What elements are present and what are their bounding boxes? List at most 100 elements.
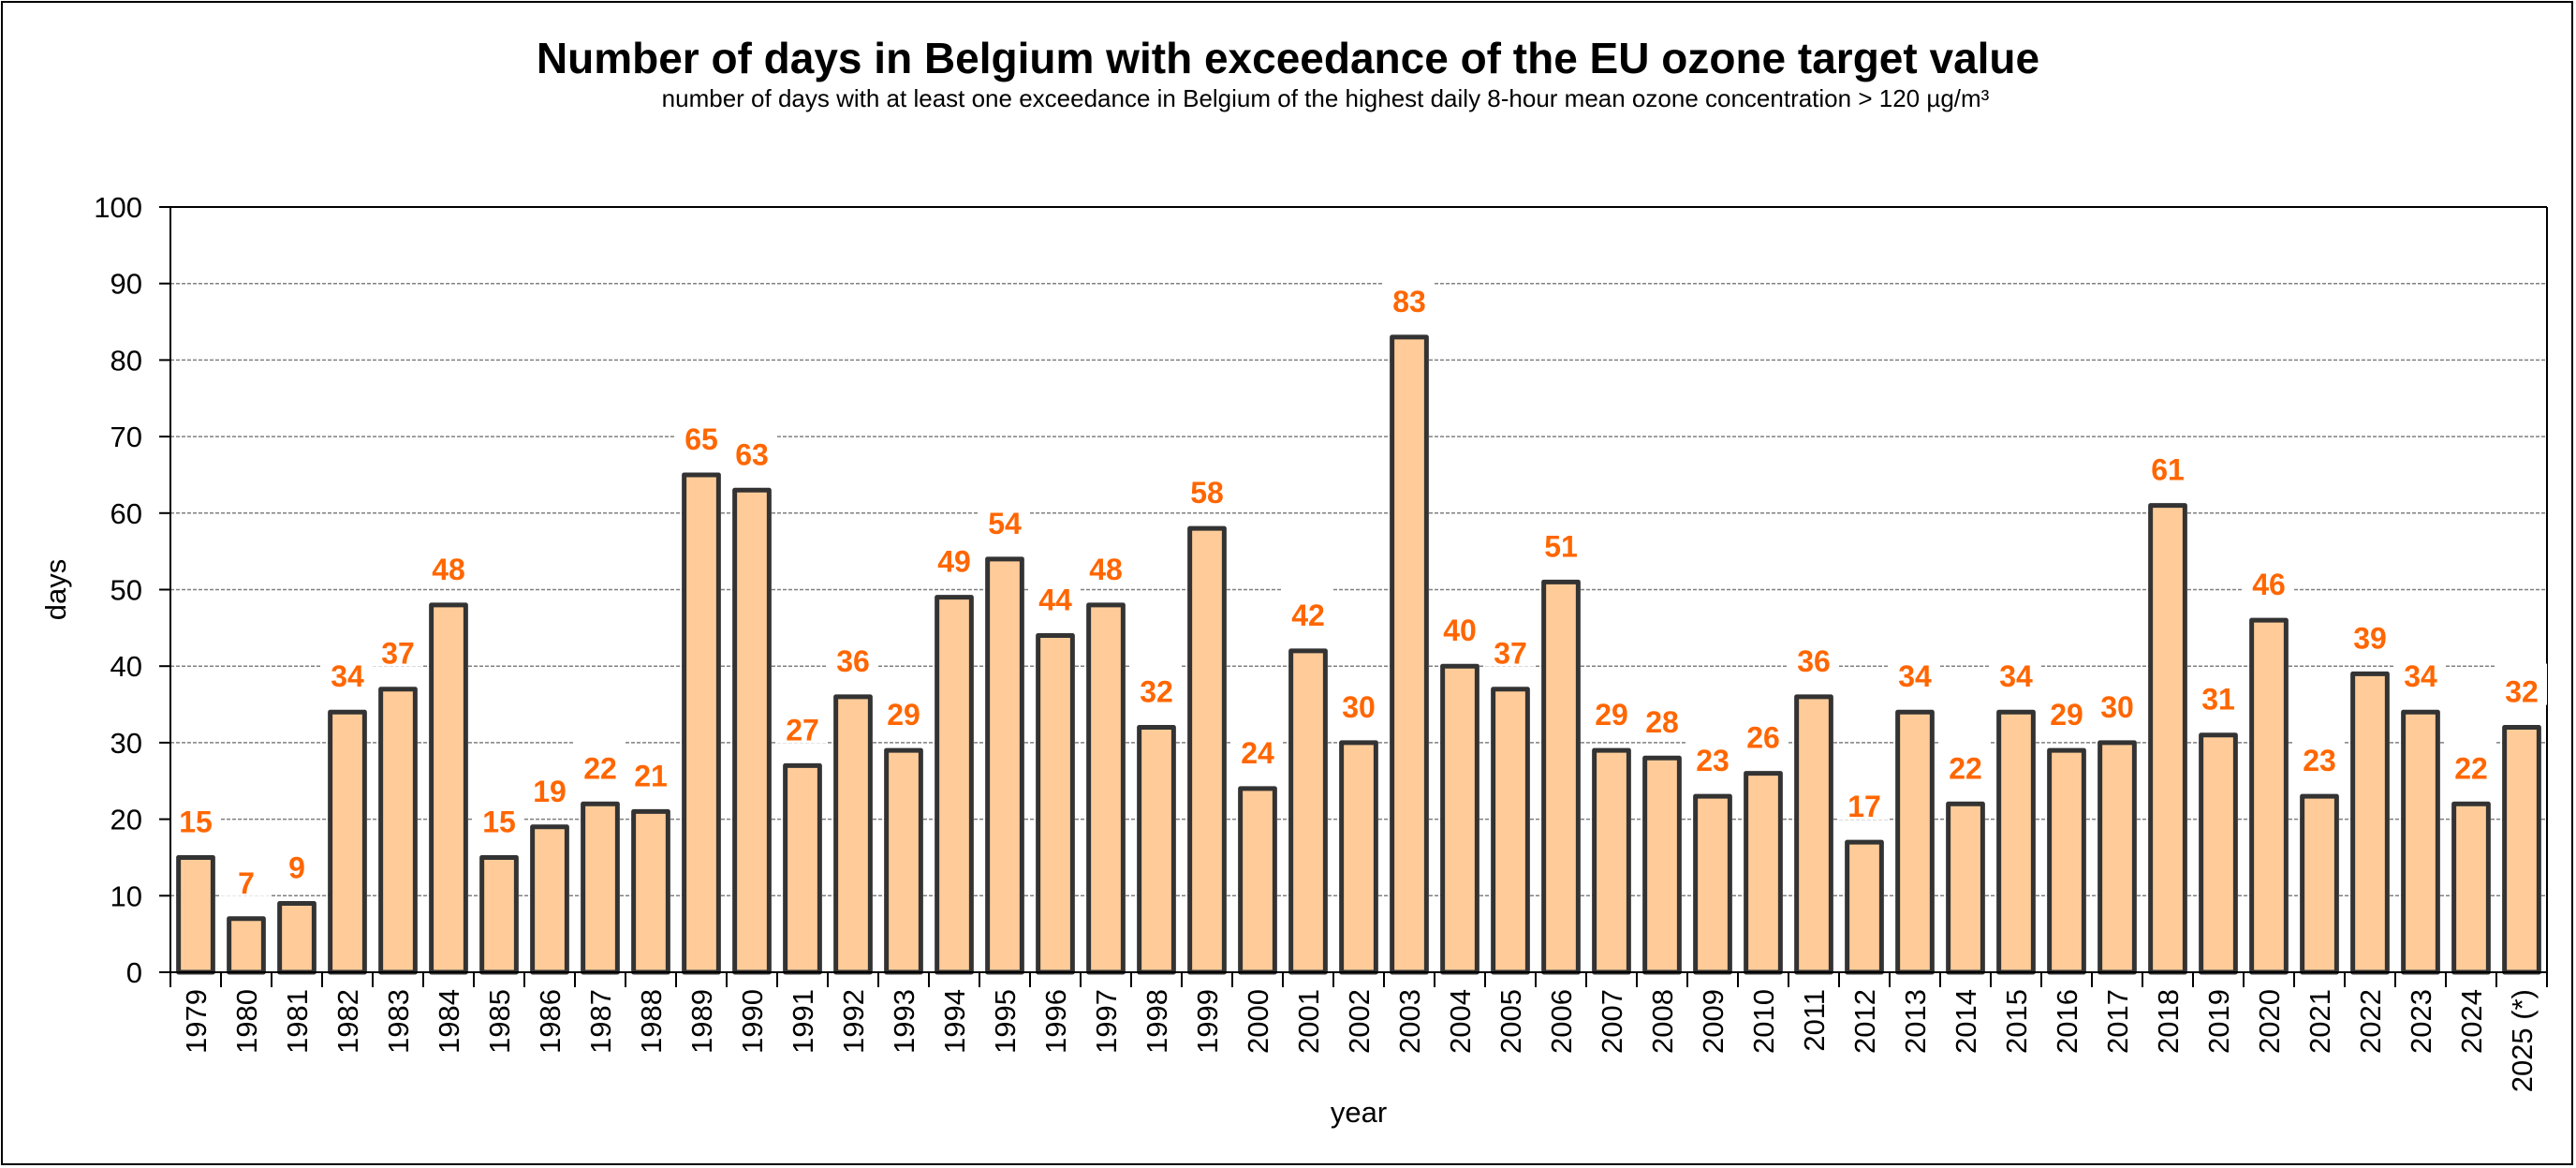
y-tick-label: 20	[110, 804, 142, 836]
bar	[176, 854, 215, 975]
data-label-background	[1435, 602, 1485, 644]
x-tick-label: 2025 (*)	[2506, 989, 2539, 1092]
data-label: 54	[988, 507, 1022, 540]
x-tick-label: 2007	[1596, 989, 1628, 1054]
data-label: 15	[482, 805, 516, 838]
bar	[1137, 725, 1176, 975]
data-label-background	[170, 793, 221, 835]
data-label-background	[929, 533, 979, 575]
bar	[985, 556, 1024, 975]
bar	[1996, 709, 2036, 975]
x-tick-label: 2019	[2202, 989, 2235, 1054]
data-label-background	[1030, 571, 1081, 614]
x-tick-label: 1990	[736, 989, 769, 1054]
data-label: 83	[1392, 285, 1426, 318]
bar	[1288, 648, 1328, 975]
x-tick-label: 2015	[2000, 989, 2033, 1054]
x-tick-label: 1987	[584, 989, 617, 1054]
bar	[2148, 503, 2187, 975]
x-tick-label: 2024	[2455, 989, 2488, 1054]
y-tick-label: 10	[110, 880, 142, 912]
x-tick-label: 2022	[2354, 989, 2387, 1054]
bar	[328, 709, 367, 975]
x-tick-label: 2008	[1646, 989, 1679, 1054]
bar	[1895, 709, 1935, 975]
data-label: 51	[1544, 529, 1578, 563]
data-label-background	[979, 495, 1030, 537]
data-label-background	[1738, 709, 1788, 751]
data-label: 48	[1089, 553, 1123, 586]
data-label: 36	[1797, 644, 1831, 678]
data-label-background	[878, 687, 929, 729]
x-tick-label: 1989	[685, 989, 718, 1054]
x-tick-label: 2006	[1545, 989, 1578, 1054]
data-label-background	[2496, 663, 2547, 705]
data-label: 22	[2454, 751, 2488, 785]
x-tick-label: 2009	[1697, 989, 1730, 1054]
data-label: 7	[238, 866, 255, 900]
data-label-background	[676, 410, 727, 452]
data-label: 19	[533, 775, 567, 808]
y-tick-label: 90	[110, 268, 142, 301]
bar	[2300, 793, 2339, 975]
bar	[277, 900, 316, 975]
data-label-background	[1991, 648, 2041, 690]
data-label-background	[474, 793, 524, 835]
data-label: 29	[1595, 698, 1628, 732]
data-label: 48	[432, 553, 465, 586]
bar	[1086, 602, 1126, 975]
bar	[1339, 740, 1378, 975]
x-tick-label: 1999	[1191, 989, 1224, 1054]
bar	[884, 747, 923, 975]
data-label-background	[2193, 671, 2244, 713]
data-label: 23	[1696, 744, 1730, 777]
data-label-background	[1283, 586, 1333, 628]
bar	[2199, 732, 2238, 975]
bar	[2451, 801, 2491, 975]
data-label-background	[322, 648, 373, 690]
data-label: 65	[684, 422, 718, 456]
bar	[1845, 839, 1884, 975]
x-tick-label: 1996	[1039, 989, 1072, 1054]
data-label: 37	[1494, 637, 1527, 671]
data-label-background	[1131, 663, 1182, 705]
x-tick-label: 2020	[2253, 989, 2286, 1054]
bar	[833, 694, 873, 975]
bar	[1238, 786, 1277, 975]
data-label-background	[1839, 778, 1890, 821]
bar	[429, 602, 468, 975]
x-tick-label: 1980	[230, 989, 263, 1054]
bar	[1491, 687, 1530, 975]
y-tick-label: 50	[110, 574, 142, 607]
bar	[1592, 747, 1631, 975]
data-label-background	[2446, 740, 2496, 782]
x-tick-label: 1994	[938, 989, 971, 1054]
data-label: 9	[288, 850, 305, 884]
x-tick-label: 2002	[1343, 989, 1376, 1054]
x-tick-label: 2021	[2304, 989, 2336, 1054]
bar	[1946, 801, 1985, 975]
data-label: 26	[1746, 721, 1780, 755]
x-tick-label: 1979	[180, 989, 213, 1054]
data-label: 61	[2151, 453, 2185, 487]
y-tick-label: 30	[110, 727, 142, 760]
x-tick-label: 2014	[1950, 989, 1982, 1054]
x-tick-label: 2013	[1899, 989, 1932, 1054]
bar	[732, 487, 772, 975]
x-tick-label: 2000	[1242, 989, 1274, 1054]
data-label-background	[423, 540, 474, 583]
data-label-background	[1333, 678, 1384, 720]
data-label-background	[2092, 678, 2142, 720]
data-label: 34	[2404, 659, 2437, 693]
data-label-background	[2244, 556, 2294, 599]
data-label: 23	[2303, 744, 2336, 777]
x-tick-label: 2017	[2101, 989, 2134, 1054]
data-label-background	[1384, 273, 1435, 315]
bar	[1693, 793, 1732, 975]
x-tick-label: 2011	[1798, 989, 1831, 1052]
data-label: 36	[836, 644, 870, 678]
data-label: 30	[2100, 690, 2134, 724]
data-label-background	[1081, 540, 1131, 583]
